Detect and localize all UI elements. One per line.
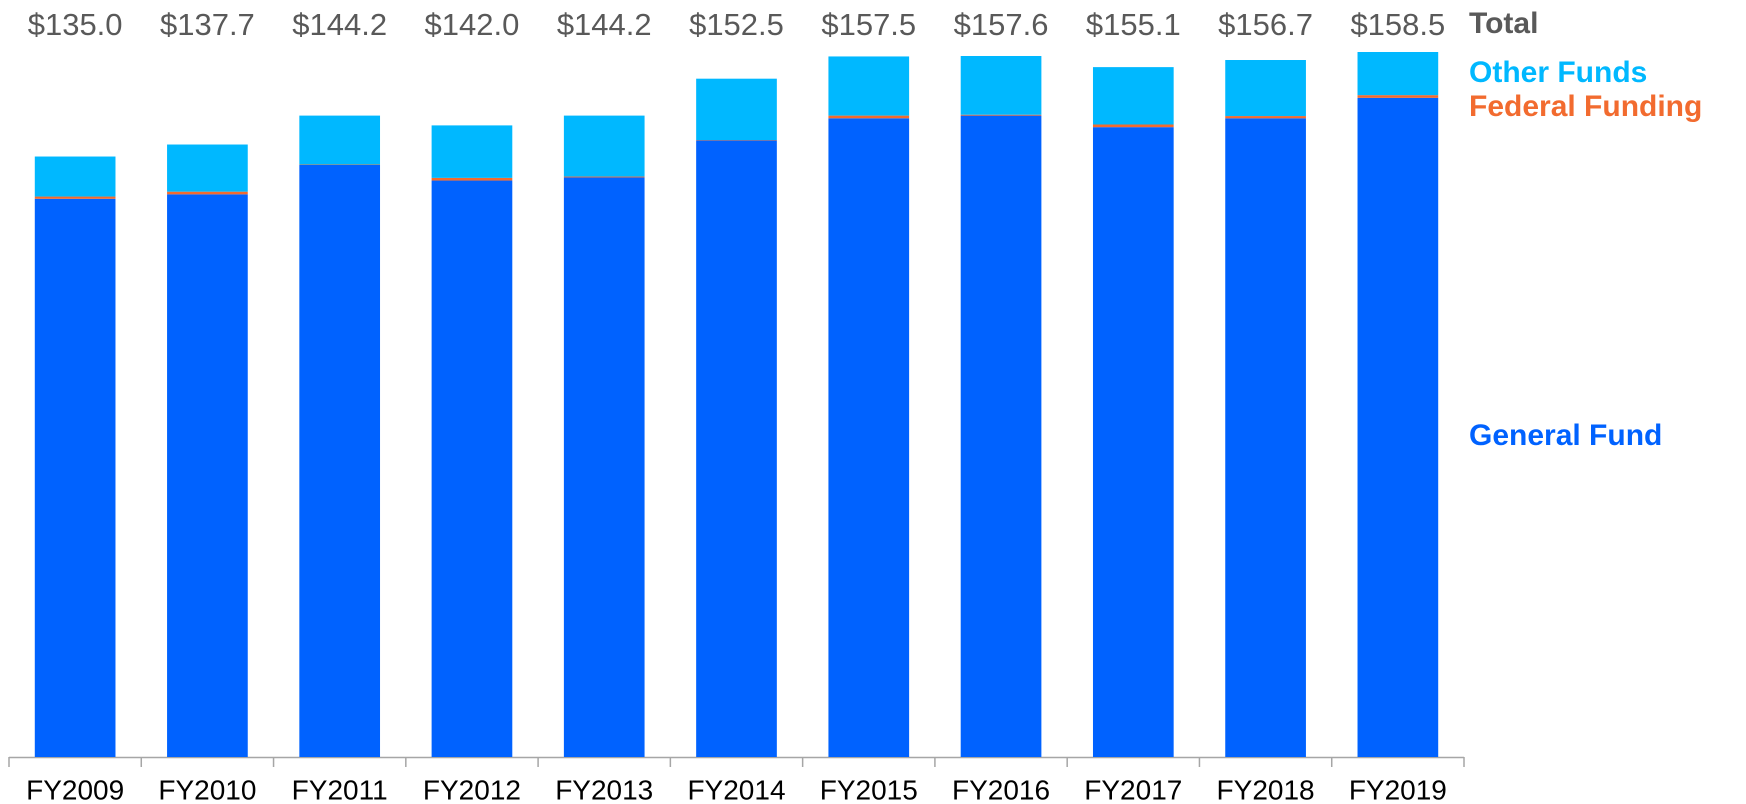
total-label: $158.5 bbox=[1350, 7, 1445, 42]
bar-segment bbox=[299, 164, 381, 758]
bar-segment bbox=[1225, 116, 1306, 119]
bar-segment bbox=[563, 177, 645, 757]
bar-segment bbox=[167, 144, 248, 192]
total-label: $157.6 bbox=[954, 7, 1049, 42]
legend-label: Other Funds bbox=[1469, 56, 1647, 89]
bar-segment bbox=[696, 140, 777, 758]
bar-segment bbox=[34, 196, 116, 199]
total-label: $144.2 bbox=[292, 7, 387, 42]
x-tick-label: FY2015 bbox=[820, 774, 918, 804]
bar-segment bbox=[828, 118, 910, 758]
x-tick-label: FY2012 bbox=[423, 774, 521, 804]
bar-segment bbox=[828, 115, 910, 119]
bar-segment bbox=[167, 191, 248, 195]
bar-segment bbox=[34, 198, 116, 757]
bar-segment bbox=[960, 115, 1042, 758]
bar-segment bbox=[1225, 60, 1306, 117]
total-label: $156.7 bbox=[1218, 7, 1313, 42]
total-label: $157.5 bbox=[821, 7, 916, 42]
legend-label: General Fund bbox=[1469, 419, 1662, 452]
x-tick-label: FY2016 bbox=[952, 774, 1050, 804]
bar-segment bbox=[960, 114, 1042, 116]
x-tick-label: FY2011 bbox=[292, 774, 388, 804]
x-tick-label: FY2010 bbox=[158, 774, 256, 804]
total-label: $135.0 bbox=[28, 7, 123, 42]
total-label: $152.5 bbox=[689, 7, 784, 42]
x-tick-label: FY2013 bbox=[555, 774, 653, 804]
bar-segment bbox=[167, 194, 248, 758]
total-label: $155.1 bbox=[1086, 7, 1181, 42]
legend-total: Total bbox=[1469, 7, 1538, 40]
x-tick-label: FY2017 bbox=[1084, 774, 1182, 804]
bar-segment bbox=[299, 115, 381, 165]
bar-segment bbox=[563, 176, 645, 178]
x-tick-label: FY2009 bbox=[26, 774, 124, 804]
x-tick-label: FY2014 bbox=[687, 774, 785, 804]
bar-segment bbox=[563, 115, 645, 177]
total-label: $137.7 bbox=[160, 7, 255, 42]
bar-segment bbox=[1357, 52, 1439, 96]
bar-segment bbox=[1092, 67, 1174, 125]
bar-segment bbox=[1092, 127, 1174, 757]
x-tick-label: FY2019 bbox=[1349, 774, 1447, 804]
bar-segment bbox=[960, 56, 1042, 115]
bar-segment bbox=[1357, 97, 1439, 757]
bar-segment bbox=[431, 125, 513, 178]
bar-segment bbox=[1225, 118, 1306, 758]
total-label: $144.2 bbox=[557, 7, 652, 42]
bar-segment bbox=[696, 78, 777, 141]
x-tick-label: FY2018 bbox=[1217, 774, 1315, 804]
bar-segment bbox=[1092, 124, 1174, 128]
legend-label: Federal Funding bbox=[1469, 90, 1702, 123]
bar-segment bbox=[828, 56, 910, 116]
bar-segment bbox=[1357, 95, 1439, 98]
total-label: $142.0 bbox=[425, 7, 520, 42]
bar-segment bbox=[431, 180, 513, 757]
bar-segment bbox=[431, 177, 513, 181]
bar-segment bbox=[34, 156, 116, 197]
